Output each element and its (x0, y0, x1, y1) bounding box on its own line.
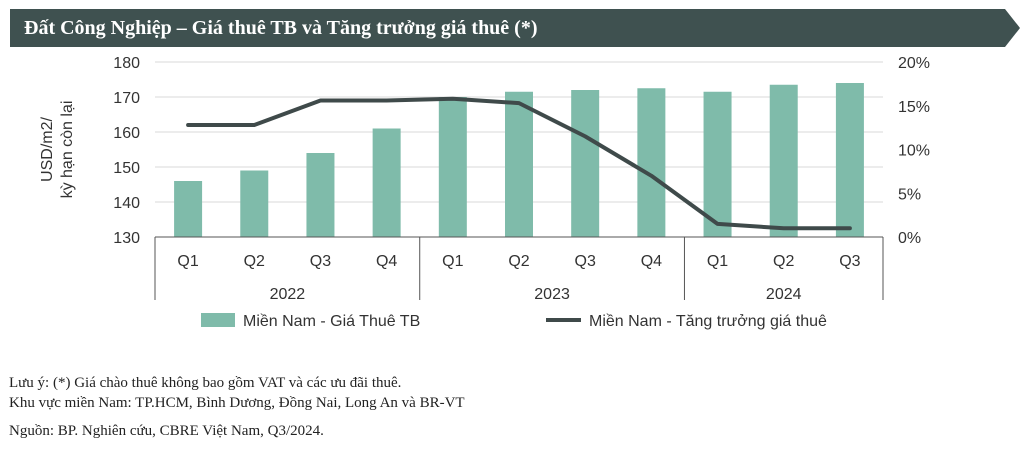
x-tick-label: Q4 (641, 253, 662, 270)
bar (240, 170, 269, 237)
y2-tick-label: 0% (898, 230, 921, 247)
x-tick-label: Q1 (177, 253, 198, 270)
legend-label-line: Miền Nam - Tăng trưởng giá thuê (589, 313, 827, 330)
bar (637, 88, 666, 237)
growth-line (186, 96, 852, 231)
bar (174, 181, 203, 237)
bar (835, 83, 864, 237)
y2-tick-label: 5% (898, 186, 921, 203)
x-tick-label: Q3 (839, 253, 860, 270)
y2-tick-label: 15% (898, 99, 930, 116)
y-axis-title: USD/m2/ (39, 117, 56, 182)
y-tick-label: 170 (113, 90, 140, 107)
note-line-2: Khu vực miền Nam: TP.HCM, Bình Dương, Đồ… (9, 395, 465, 411)
legend-swatch-bars (201, 313, 235, 327)
x-tick-label: Q2 (508, 253, 529, 270)
y-tick-label: 140 (113, 195, 140, 212)
y-tick-label: 160 (113, 125, 140, 142)
y-tick-label: 130 (113, 230, 140, 247)
y-axis-title: kỳ hạn còn lại (59, 101, 76, 199)
chart-title: Đất Công Nghiệp – Giá thuê TB và Tăng tr… (24, 17, 538, 39)
legend-label-bars: Miền Nam - Giá Thuê TB (243, 313, 420, 330)
bar (769, 84, 798, 237)
y2-tick-label: 20% (898, 55, 930, 72)
y-tick-label: 150 (113, 160, 140, 177)
y2-tick-label: 10% (898, 143, 930, 160)
title-bar: Đất Công Nghiệp – Giá thuê TB và Tăng tr… (10, 9, 1020, 47)
bar (703, 91, 732, 237)
x-tick-label: Q4 (376, 253, 397, 270)
bar (306, 153, 335, 237)
x-tick-label: Q2 (773, 253, 794, 270)
x-tick-label: Q1 (442, 253, 463, 270)
bar (571, 90, 600, 237)
x-tick-label: Q2 (244, 253, 265, 270)
bar (372, 128, 401, 237)
footnotes: Lưu ý: (*) Giá chào thuê không bao gồm V… (9, 373, 465, 441)
x-tick-label: Q3 (575, 253, 596, 270)
bar (505, 91, 533, 237)
source-note: Nguồn: BP. Nghiên cứu, CBRE Việt Nam, Q3… (9, 423, 324, 439)
note-line-1: Lưu ý: (*) Giá chào thuê không bao gồm V… (9, 375, 402, 391)
x-tick-label: Q3 (310, 253, 331, 270)
year-label: 2024 (766, 286, 802, 303)
y-tick-label: 180 (113, 55, 140, 72)
title-banner-shape (10, 9, 1020, 47)
x-tick-label: Q1 (707, 253, 728, 270)
bar (438, 97, 467, 237)
chart-area: 130 140 150 160 170 180 0% 5% 10% 15% 20% USD/m2/kỳ… (39, 55, 930, 330)
year-label: 2022 (270, 286, 306, 303)
year-label: 2023 (534, 286, 570, 303)
